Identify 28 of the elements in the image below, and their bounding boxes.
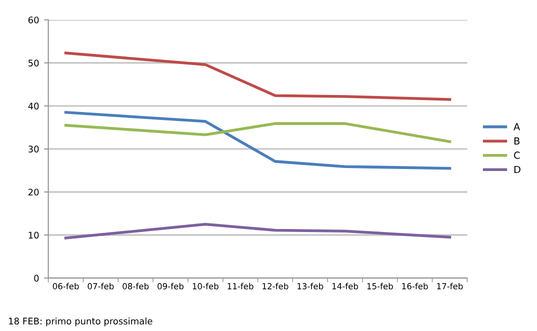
x-tick-label: 07-feb [88,282,114,290]
y-tick-label: 10 [28,232,39,239]
x-tick-label: 06-feb [52,282,79,290]
y-tick-label: 50 [28,60,39,66]
legend-label: B [514,137,520,144]
y-tick-label: 20 [28,188,39,196]
legend-label: A [514,123,520,130]
line-series [64,110,452,170]
x-tick-label: 08-feb [122,282,149,290]
x-tick-label: 15-feb [367,282,393,290]
legend-label: D [514,166,520,174]
y-tick-label: 60 [28,16,39,24]
x-tick-label: 10-feb [192,282,218,290]
line-series [64,122,452,144]
x-tick-label: 11-feb [228,282,254,290]
line-series [64,222,452,240]
x-tick-label: 17-feb [437,282,463,290]
x-tick-label: 13-feb [298,282,324,290]
legend-label: C [514,152,520,159]
text: 18 FEB: primo punto prossimale [9,318,152,326]
line-series [64,52,452,101]
x-tick-label: 09-feb [158,282,184,290]
y-tick-label: 0 [34,274,39,282]
x-tick-label: 16-feb [402,282,428,290]
y-tick-label: 40 [28,102,39,110]
x-tick-label: 12-feb [262,282,288,290]
y-tick-label: 30 [28,146,39,153]
x-tick-label: 14-feb [332,282,358,290]
